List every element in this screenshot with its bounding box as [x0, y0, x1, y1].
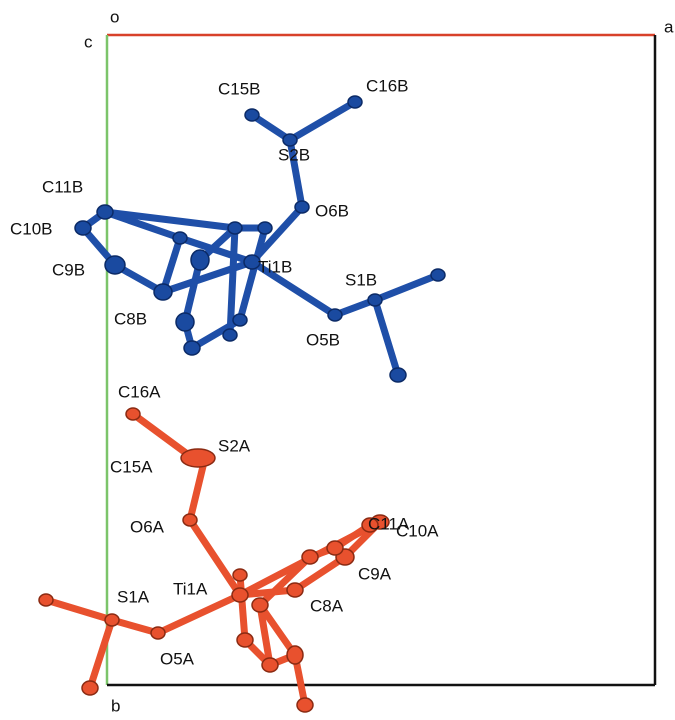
atom-label: C10A [396, 521, 439, 540]
atom [97, 205, 113, 219]
atom-label: O6B [315, 201, 349, 220]
atom [75, 221, 91, 235]
atom [191, 250, 209, 270]
atom [232, 588, 248, 602]
atom-label: C15B [218, 79, 261, 98]
atom-label: O5A [160, 649, 195, 668]
atom [183, 514, 197, 526]
atom-label: C8B [114, 309, 147, 328]
atom [181, 449, 215, 467]
atom-label: S2A [218, 436, 251, 455]
atom [431, 269, 445, 281]
atom-label: S2B [278, 145, 310, 164]
atom-label: Ti1A [173, 579, 208, 598]
bond [375, 300, 398, 375]
atom-label: C9A [358, 564, 392, 583]
bond [240, 575, 245, 640]
atom [252, 598, 268, 612]
atom [154, 284, 172, 300]
molecule-b [75, 96, 445, 382]
bond [46, 600, 112, 620]
axis-label: b [111, 696, 120, 715]
atom-label: C10B [10, 219, 53, 238]
atom [328, 309, 342, 321]
atom [151, 627, 165, 639]
atom-label: C16A [118, 382, 161, 401]
atom [228, 222, 242, 234]
atom-label: C16B [366, 76, 409, 95]
atom-label: C15A [110, 457, 153, 476]
bond [90, 620, 112, 688]
atom-label: O6A [130, 517, 165, 536]
atom [39, 594, 53, 606]
crystal-structure: o a c b C15B C16B S2B O6B C11B C10B Ti1B… [0, 0, 675, 720]
atom-label: O5B [306, 330, 340, 349]
atom [245, 109, 259, 121]
atom [105, 614, 119, 626]
atom [233, 314, 247, 326]
atom [327, 541, 343, 555]
atom [233, 569, 247, 581]
atom [82, 681, 98, 695]
atom [287, 583, 303, 597]
atom [176, 313, 194, 331]
atom-label: S1B [345, 270, 377, 289]
atom [223, 329, 237, 341]
atom [297, 698, 313, 712]
atom [105, 256, 125, 274]
axis-label: o [110, 7, 119, 26]
atom [348, 96, 362, 108]
axis-label: a [664, 17, 674, 36]
bond [290, 102, 355, 140]
atom-label: C8A [310, 596, 344, 615]
atom-label: C11B [42, 177, 83, 196]
bond [158, 595, 240, 633]
atom-label: Ti1B [258, 257, 292, 276]
bond [133, 414, 190, 456]
atom [258, 222, 272, 234]
atom [237, 633, 253, 647]
atom [184, 341, 200, 355]
atom [295, 201, 309, 213]
atom [173, 232, 187, 244]
molecule-a [39, 408, 389, 712]
axis-label: c [84, 32, 93, 51]
atom [390, 368, 406, 382]
atom [262, 658, 278, 672]
atom [283, 134, 297, 146]
bond [375, 275, 438, 300]
atom [126, 408, 140, 420]
atom [302, 550, 318, 564]
atom [287, 646, 303, 664]
atom-label: C9B [52, 260, 85, 279]
atom [368, 294, 382, 306]
atom-label: S1A [117, 587, 150, 606]
